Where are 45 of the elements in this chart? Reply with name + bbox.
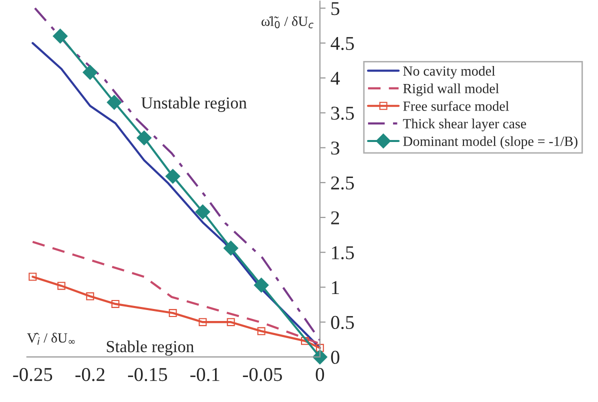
point [136,130,152,146]
x-tick-label: -0.15 [128,368,168,382]
y-tick-label: 2 [331,211,339,224]
legend-label: No cavity model [403,66,496,79]
y-tick-label: 0 [331,350,340,364]
annotation: Unstable region [141,96,247,112]
y-tick-label: 4 [330,72,340,85]
y-tick-label: 2.5 [331,176,354,190]
point [226,318,235,326]
annotation: Stable region [106,340,194,356]
y-tick-label: 1 [332,281,339,294]
legend-label: Free surface model [403,100,509,111]
point [111,300,120,308]
point [316,344,324,352]
y-tick-label: 0.5 [331,316,354,330]
point [28,272,37,281]
y-tick-label: 4.5 [330,37,354,50]
point [254,278,269,293]
point [301,336,309,345]
x-tick-label: -0.1 [190,368,220,382]
y-tick-label: 5 [331,2,340,16]
x-tick-label: -0.2 [75,368,104,382]
y-axis-title: ω̇l̃$_{0}$ / δU$_{c}$ [262,16,314,28]
point [106,94,122,110]
legend-label: Thick shear layer case [403,118,526,132]
x-tick-label: 0 [316,368,324,382]
x-tick-label: -0.25 [13,368,52,382]
y-tick-label: 3 [331,142,340,155]
point [168,309,177,318]
legend-label: Dominant model (slope = -1/B) [403,136,578,149]
point [195,204,210,220]
x-axis-title: V̂$_{i}$ / δU$_{∞}$ [27,332,75,345]
point [86,292,94,300]
point [312,350,328,364]
point [198,318,207,326]
point [223,240,238,256]
point [82,64,98,80]
point [165,168,180,184]
point [52,28,68,44]
y-tick-label: 1.5 [332,246,354,260]
y-tick-label: 3.5 [331,106,354,120]
point [257,327,266,336]
point [57,282,66,290]
x-tick-label: -0.05 [242,368,282,382]
legend-label: Rigid wall model [403,84,499,96]
